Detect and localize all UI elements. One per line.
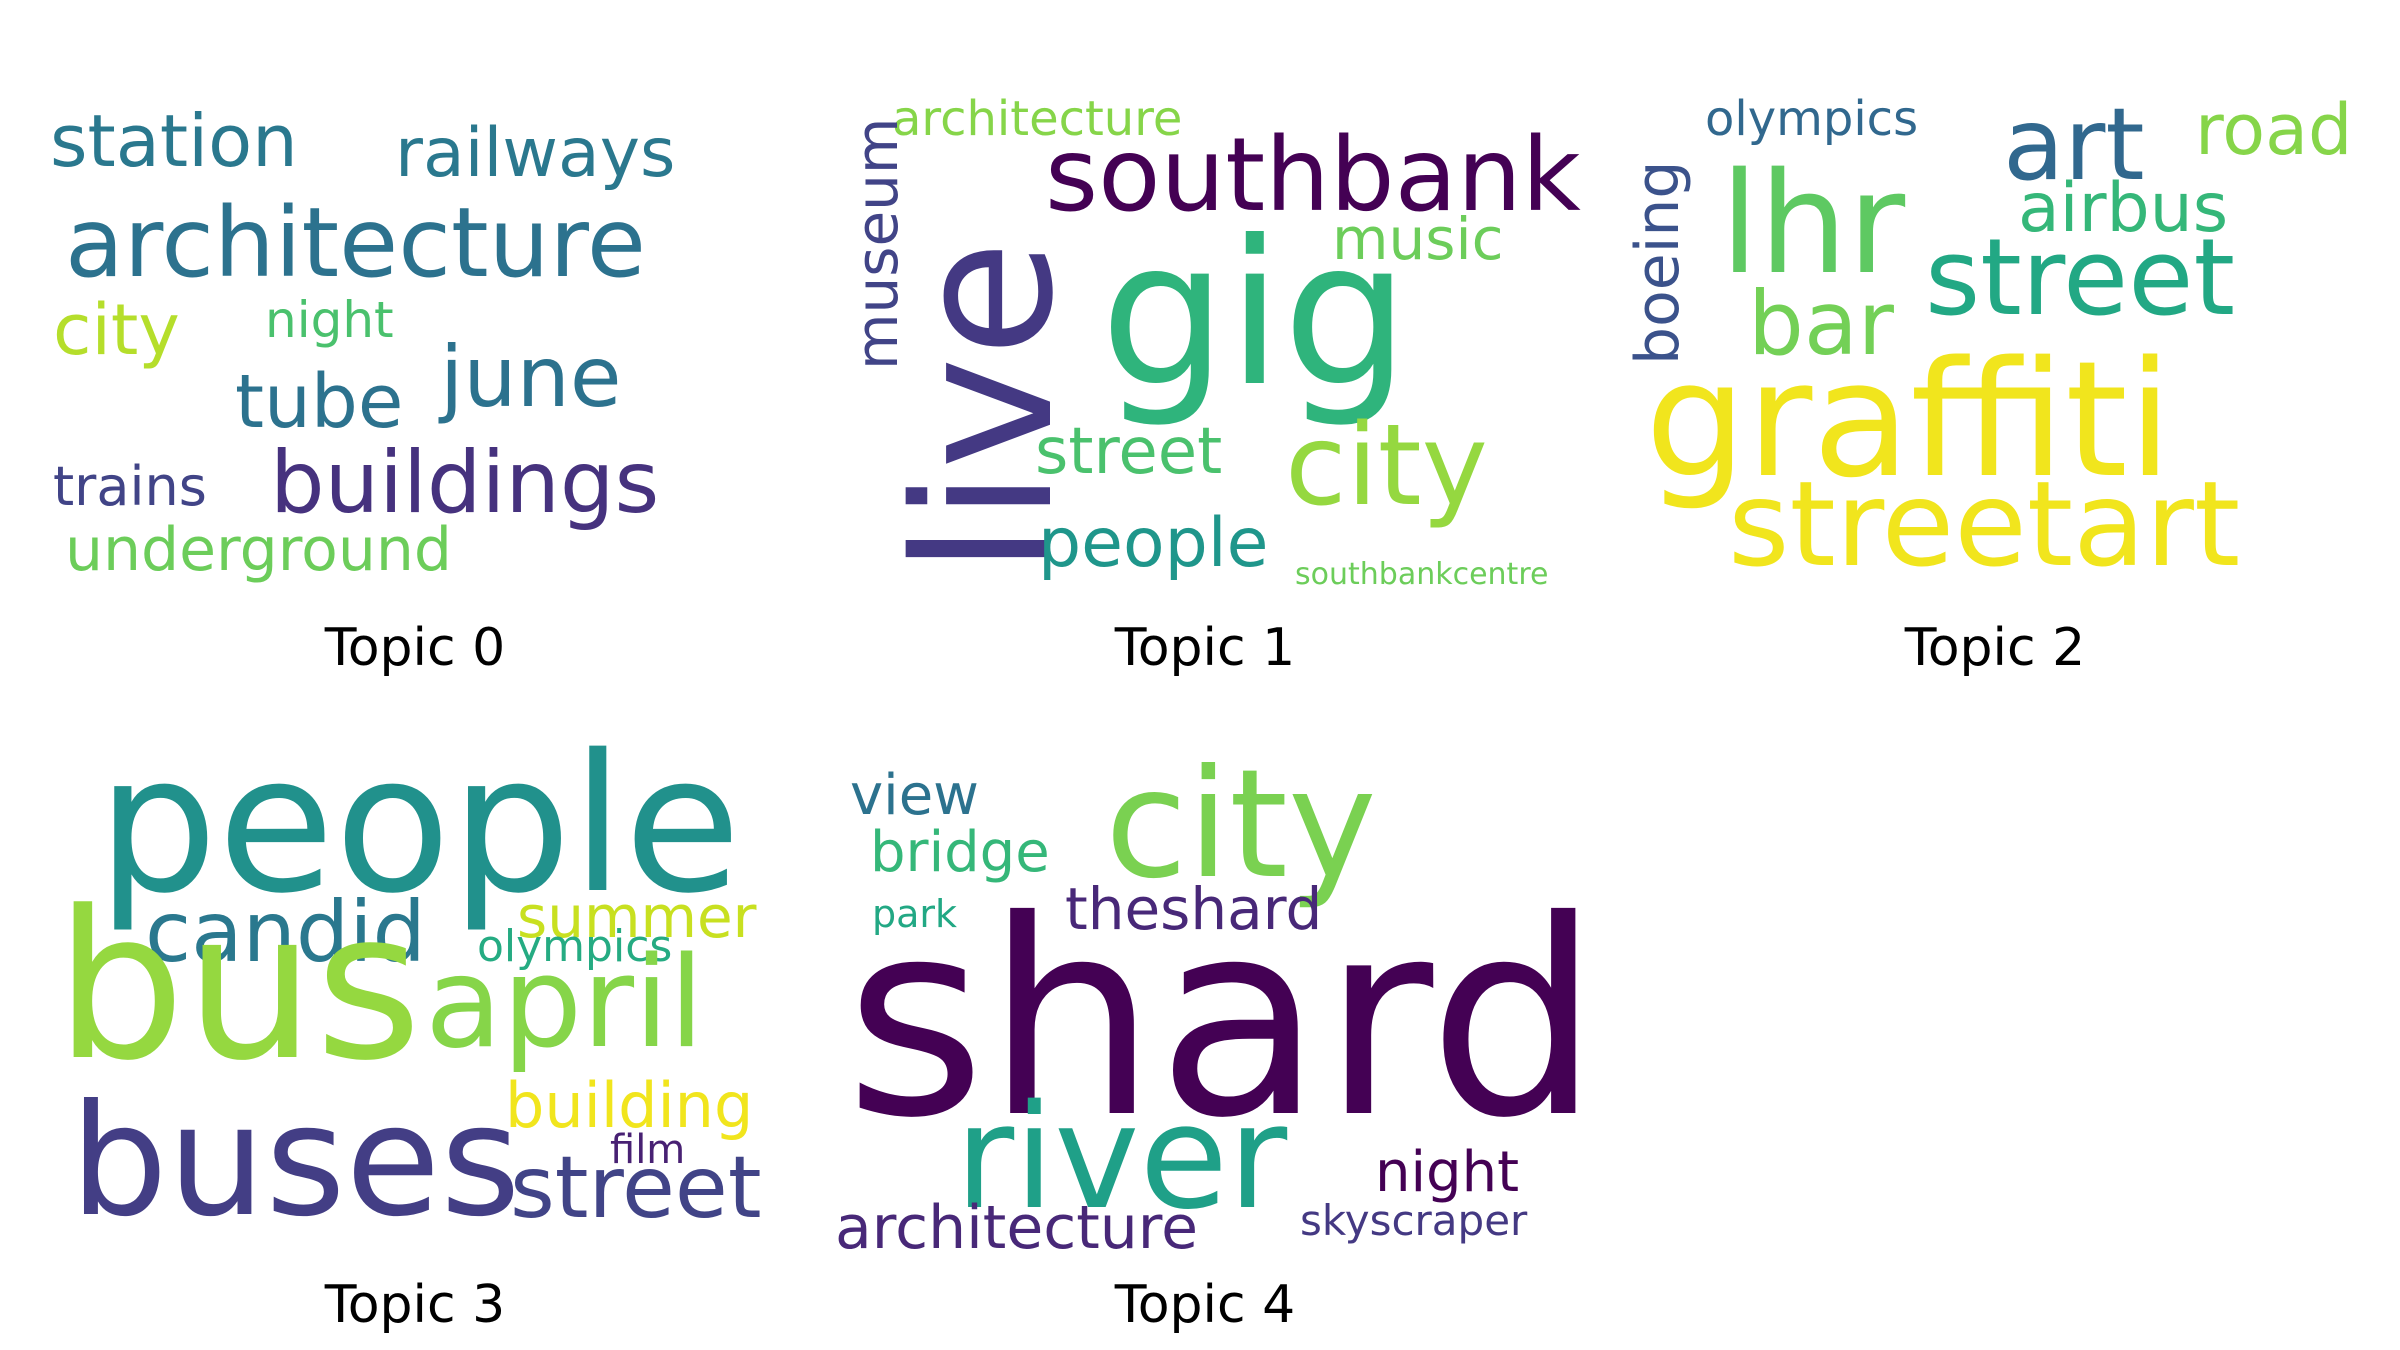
- topic-0-caption: Topic 0: [324, 618, 506, 678]
- topic-1-caption: Topic 1: [1114, 618, 1296, 678]
- cloud-word: people: [1038, 504, 1269, 583]
- cloud-word: street: [1035, 415, 1223, 489]
- word-cloud-topic-3: people candid summer olympics bus april …: [35, 730, 765, 1270]
- cloud-word: architecture: [835, 1193, 1199, 1263]
- cloud-word: station: [50, 99, 298, 183]
- cloud-word: railways: [395, 114, 676, 193]
- topic-2-caption: Topic 2: [1904, 618, 2086, 678]
- topic-4-caption: Topic 4: [1114, 1275, 1296, 1335]
- cloud-word: street: [1925, 216, 2236, 339]
- cloud-word: lhr: [1720, 143, 1906, 306]
- cloud-word: bar: [1748, 272, 1894, 375]
- cloud-word: tube: [235, 359, 404, 445]
- cloud-word: southbankcentre: [1295, 557, 1549, 592]
- topic-3-caption: Topic 3: [324, 1275, 506, 1335]
- cloud-word: bus: [55, 868, 422, 1106]
- cloud-word: candid: [145, 883, 426, 981]
- cloud-word: graffiti: [1645, 326, 2173, 513]
- cloud-word: city: [53, 289, 180, 371]
- cloud-word: city: [1285, 401, 1488, 531]
- cloud-word: architecture: [892, 91, 1183, 147]
- cloud-word: june: [440, 328, 622, 426]
- cloud-word: night: [1375, 1140, 1520, 1205]
- cloud-word: music: [1332, 205, 1504, 273]
- cloud-word: theshard: [1065, 875, 1323, 943]
- cloud-word: summer: [517, 883, 757, 951]
- cloud-word: airbus: [2018, 169, 2229, 248]
- cloud-word: art: [2003, 86, 2145, 203]
- cloud-word: gig: [1100, 198, 1410, 431]
- cloud-word: olympics: [477, 921, 673, 972]
- cloud-word: streetart: [1728, 455, 2241, 593]
- cloud-word: night: [265, 291, 394, 349]
- cloud-word: river: [955, 1073, 1288, 1241]
- cloud-word: road: [2195, 89, 2353, 171]
- cloud-word: buildings: [270, 433, 660, 533]
- cloud-word: buses: [70, 1072, 521, 1251]
- cloud-word: film: [610, 1127, 686, 1173]
- word-cloud-topic-1: architecture museum live southbank music…: [820, 35, 1581, 590]
- cloud-word: skyscraper: [1300, 1196, 1528, 1245]
- cloud-word: underground: [65, 515, 452, 585]
- cloud-word: trains: [53, 455, 207, 518]
- cloud-word: april: [425, 929, 705, 1076]
- word-cloud-topic-4: view city bridge park theshard shard riv…: [820, 730, 1600, 1270]
- cloud-word: bridge: [870, 820, 1050, 885]
- cloud-word: southbank: [1045, 116, 1581, 235]
- cloud-word: park: [872, 892, 958, 936]
- cloud-word: building: [505, 1069, 754, 1142]
- cloud-word: people: [97, 714, 742, 935]
- word-cloud-topic-0: station railways architecture city night…: [35, 35, 765, 580]
- cloud-word: architecture: [65, 187, 646, 299]
- word-cloud-topic-2: olympics boeing art road lhr airbus stre…: [1610, 35, 2352, 584]
- cloud-word: city: [1105, 738, 1377, 912]
- cloud-word: view: [850, 763, 979, 828]
- cloud-word: street: [510, 1138, 762, 1238]
- cloud-word: olympics: [1705, 91, 1919, 147]
- cloud-word: shard: [845, 862, 1600, 1177]
